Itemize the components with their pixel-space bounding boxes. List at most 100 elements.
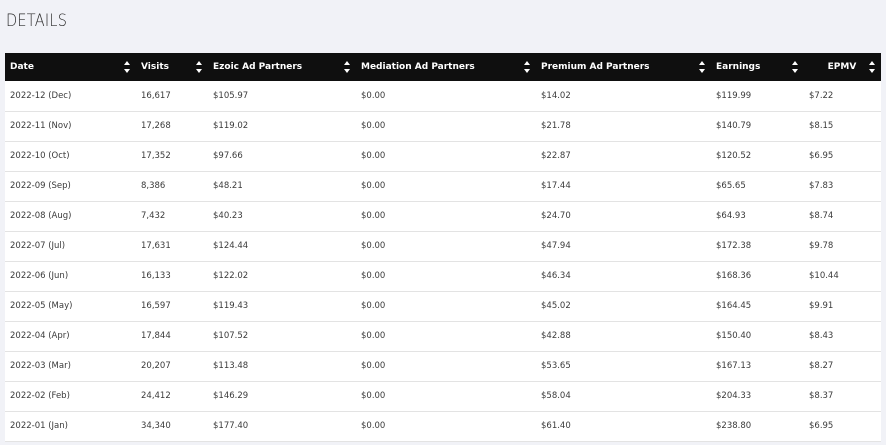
table-row: 2022-10 (Oct) 17,352 $97.66 $0.00 $22.87 $120… bbox=[5, 141, 881, 171]
visits-cell: 34,340 bbox=[141, 421, 171, 431]
premium-cell: $47.94 bbox=[541, 241, 571, 251]
table-row: 2022-05 (May) 16,597 $119.43 $0.00 $45.02 $16… bbox=[5, 291, 881, 321]
earnings-cell: $150.40 bbox=[716, 331, 752, 341]
epmv-cell: $8.27 bbox=[809, 361, 834, 371]
premium-cell: $14.02 bbox=[541, 90, 571, 101]
date-cell: 2022-09 (Sep) bbox=[10, 181, 71, 191]
sort-icon[interactable] bbox=[869, 61, 875, 73]
epmv-cell: $6.95 bbox=[809, 151, 834, 161]
date-cell: 2022-02 (Feb) bbox=[10, 391, 70, 401]
table-row: 2022-08 (Aug) 7,432 $40.23 $0.00 $24.70 $64.9… bbox=[5, 201, 881, 231]
date-cell: 2022-06 (Jun) bbox=[10, 271, 69, 281]
mediation-cell: $0.00 bbox=[361, 301, 386, 311]
earnings-cell: $140.79 bbox=[716, 121, 752, 131]
table-header-row: Date Visits Ezoic Ad Partners Mediation … bbox=[5, 53, 881, 81]
table-row: 2022-02 (Feb) 24,412 $146.29 $0.00 $58.04 $20… bbox=[5, 381, 881, 411]
premium-cell: $17.44 bbox=[541, 181, 571, 191]
mediation-cell: $0.00 bbox=[361, 121, 386, 131]
visits-cell: 17,352 bbox=[141, 151, 171, 161]
details-table-container: Date Visits Ezoic Ad Partners Mediation … bbox=[5, 53, 881, 442]
earnings-cell: $64.93 bbox=[716, 211, 746, 221]
column-header-ezoic[interactable]: Ezoic Ad Partners bbox=[208, 53, 356, 81]
column-header-visits[interactable]: Visits bbox=[136, 53, 208, 81]
epmv-cell: $8.74 bbox=[809, 211, 834, 221]
ezoic-cell: $177.40 bbox=[213, 421, 249, 431]
column-header-mediation[interactable]: Mediation Ad Partners bbox=[356, 53, 536, 81]
epmv-cell: $8.37 bbox=[809, 391, 834, 401]
column-header-premium[interactable]: Premium Ad Partners bbox=[536, 53, 711, 81]
premium-cell: $22.87 bbox=[541, 151, 571, 161]
ezoic-cell: $105.97 bbox=[213, 90, 249, 101]
premium-cell: $46.34 bbox=[541, 271, 571, 281]
sort-icon[interactable] bbox=[524, 61, 530, 73]
epmv-cell: $9.78 bbox=[809, 241, 834, 251]
ezoic-cell: $124.44 bbox=[213, 241, 249, 251]
column-header-epmv[interactable]: EPMV bbox=[804, 53, 881, 81]
epmv-cell: $8.15 bbox=[809, 121, 834, 131]
ezoic-cell: $48.21 bbox=[213, 181, 243, 191]
date-cell: 2022-03 (Mar) bbox=[10, 361, 71, 371]
visits-cell: 8,386 bbox=[141, 181, 166, 191]
mediation-cell: $0.00 bbox=[361, 181, 386, 191]
premium-cell: $45.02 bbox=[541, 301, 571, 311]
visits-cell: 16,617 bbox=[141, 90, 171, 101]
mediation-cell: $0.00 bbox=[361, 421, 386, 431]
earnings-cell: $119.99 bbox=[716, 90, 752, 101]
column-header-date[interactable]: Date bbox=[5, 53, 136, 81]
earnings-cell: $204.33 bbox=[716, 391, 752, 401]
date-cell: 2022-01 (Jan) bbox=[10, 421, 68, 431]
sort-icon[interactable] bbox=[344, 61, 350, 73]
earnings-cell: $238.80 bbox=[716, 421, 752, 431]
mediation-cell: $0.00 bbox=[361, 331, 386, 341]
mediation-cell: $0.00 bbox=[361, 151, 386, 161]
column-header-label: Visits bbox=[141, 62, 169, 72]
visits-cell: 16,133 bbox=[141, 271, 171, 281]
date-cell: 2022-08 (Aug) bbox=[10, 211, 72, 221]
ezoic-cell: $119.02 bbox=[213, 121, 249, 131]
mediation-cell: $0.00 bbox=[361, 391, 386, 401]
premium-cell: $53.65 bbox=[541, 361, 571, 371]
column-header-label: Premium Ad Partners bbox=[541, 62, 650, 72]
table-row: 2022-12 (Dec) 16,617 $105.97 $0.00 $14.02 $11… bbox=[5, 81, 881, 111]
details-table: Date Visits Ezoic Ad Partners Mediation … bbox=[5, 53, 881, 442]
column-header-earnings[interactable]: Earnings bbox=[711, 53, 804, 81]
table-row: 2022-06 (Jun) 16,133 $122.02 $0.00 $46.34 $16… bbox=[5, 261, 881, 291]
date-cell: 2022-11 (Nov) bbox=[10, 121, 72, 131]
epmv-cell: $6.95 bbox=[809, 421, 834, 431]
ezoic-cell: $40.23 bbox=[213, 211, 243, 221]
date-cell: 2022-04 (Apr) bbox=[10, 331, 70, 341]
mediation-cell: $0.00 bbox=[361, 211, 386, 221]
column-header-label: EPMV bbox=[827, 62, 857, 72]
date-cell: 2022-10 (Oct) bbox=[10, 151, 70, 161]
column-header-label: Date bbox=[10, 62, 34, 72]
ezoic-cell: $122.02 bbox=[213, 271, 249, 281]
visits-cell: 24,412 bbox=[141, 391, 171, 401]
epmv-cell: $8.43 bbox=[809, 331, 834, 341]
epmv-cell: $7.22 bbox=[809, 90, 834, 101]
table-row: 2022-09 (Sep) 8,386 $48.21 $0.00 $17.44 $65.6… bbox=[5, 171, 881, 201]
earnings-cell: $120.52 bbox=[716, 151, 752, 161]
premium-cell: $21.78 bbox=[541, 121, 571, 131]
sort-icon[interactable] bbox=[124, 61, 130, 73]
premium-cell: $42.88 bbox=[541, 331, 571, 341]
visits-cell: 17,631 bbox=[141, 241, 171, 251]
earnings-cell: $167.13 bbox=[716, 361, 752, 371]
epmv-cell: $10.44 bbox=[809, 271, 839, 281]
column-header-label: Earnings bbox=[716, 62, 761, 72]
mediation-cell: $0.00 bbox=[361, 361, 386, 371]
ezoic-cell: $97.66 bbox=[213, 151, 243, 161]
visits-cell: 20,207 bbox=[141, 361, 171, 371]
sort-icon[interactable] bbox=[196, 61, 202, 73]
ezoic-cell: $107.52 bbox=[213, 331, 249, 341]
sort-icon[interactable] bbox=[792, 61, 798, 73]
mediation-cell: $0.00 bbox=[361, 271, 386, 281]
sort-icon[interactable] bbox=[699, 61, 705, 73]
ezoic-cell: $146.29 bbox=[213, 391, 249, 401]
date-cell: 2022-05 (May) bbox=[10, 301, 73, 311]
epmv-cell: $7.83 bbox=[809, 181, 834, 191]
table-row: 2022-04 (Apr) 17,844 $107.52 $0.00 $42.88 $15… bbox=[5, 321, 881, 351]
ezoic-cell: $113.48 bbox=[213, 361, 249, 371]
visits-cell: 17,844 bbox=[141, 331, 171, 341]
epmv-cell: $9.91 bbox=[809, 301, 834, 311]
earnings-cell: $168.36 bbox=[716, 271, 752, 281]
